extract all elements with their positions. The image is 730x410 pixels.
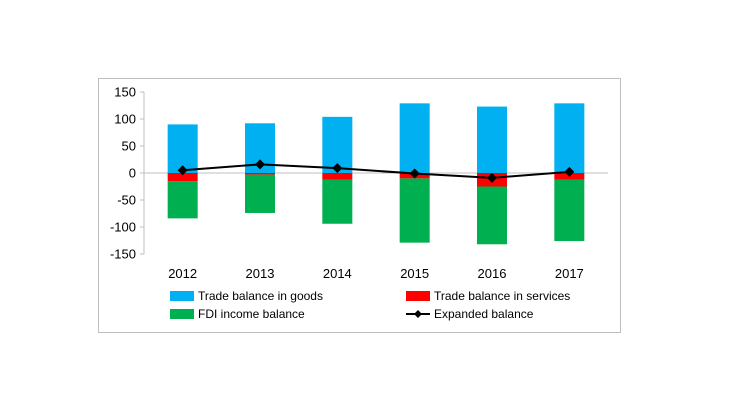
expanded-balance-line <box>177 159 575 183</box>
legend-swatch-trade-balance-in-goods <box>170 291 194 301</box>
y-tick-label: 100 <box>114 112 136 127</box>
bar-trade-balance-in-services-2014 <box>322 173 353 180</box>
legend-label-expanded-balance: Expanded balance <box>434 307 534 321</box>
y-tick-label: -50 <box>117 193 136 208</box>
y-tick-label: 150 <box>114 85 136 100</box>
x-tick-label: 2016 <box>478 266 507 281</box>
bar-trade-balance-in-goods-2015 <box>399 103 430 173</box>
bar-trade-balance-in-services-2013 <box>245 173 275 175</box>
legend-marker-expanded-balance <box>414 310 422 318</box>
legend-swatch-trade-balance-in-services <box>406 291 430 301</box>
y-tick-label: 0 <box>129 166 136 181</box>
y-tick-label: -150 <box>110 247 136 262</box>
y-tick-label: -100 <box>110 220 136 235</box>
legend: Trade balance in goods Trade balance in s… <box>170 289 570 321</box>
x-tick-label: 2013 <box>246 266 275 281</box>
bar-trade-balance-in-goods-2017 <box>554 103 585 173</box>
legend-label-trade-balance-in-services: Trade balance in services <box>434 289 570 303</box>
expanded-balance-point-2014 <box>332 163 343 174</box>
bar-trade-balance-in-goods-2012 <box>167 124 198 173</box>
expanded-balance-polyline <box>182 163 570 179</box>
x-tick-label: 2012 <box>168 266 197 281</box>
expanded-balance-point-2017 <box>564 166 575 177</box>
x-tick-label: 2014 <box>323 266 352 281</box>
bar-fdi-income-balance-2013 <box>245 174 275 213</box>
bar-fdi-income-balance-2016 <box>477 186 507 245</box>
x-axis: 2012 2013 2014 2015 2016 2017 <box>144 172 608 281</box>
bar-trade-balance-in-services-2012 <box>167 173 198 182</box>
legend-label-trade-balance-in-goods: Trade balance in goods <box>198 289 323 303</box>
x-tick-label: 2015 <box>400 266 429 281</box>
bar-fdi-income-balance-2014 <box>322 179 353 224</box>
expanded-balance-point-2015 <box>409 168 420 179</box>
bar-fdi-income-balance-2017 <box>554 179 585 242</box>
bar-fdi-income-balance-2012 <box>167 181 198 219</box>
legend-swatch-fdi-income-balance <box>170 309 194 319</box>
bar-fdi-income-balance-2015 <box>399 178 430 243</box>
x-tick-label: 2017 <box>555 266 584 281</box>
y-tick-label: 50 <box>122 139 136 154</box>
chart-frame <box>98 78 621 333</box>
legend-label-fdi-income-balance: FDI income balance <box>198 307 305 321</box>
expanded-balance-point-2016 <box>487 172 497 183</box>
expanded-balance-point-2012 <box>177 165 188 176</box>
expanded-balance-point-2013 <box>255 159 265 170</box>
y-axis: 150 100 50 0 -50 -100 -150 <box>110 85 145 262</box>
bars <box>167 103 585 245</box>
bar-trade-balance-in-goods-2016 <box>477 106 507 173</box>
